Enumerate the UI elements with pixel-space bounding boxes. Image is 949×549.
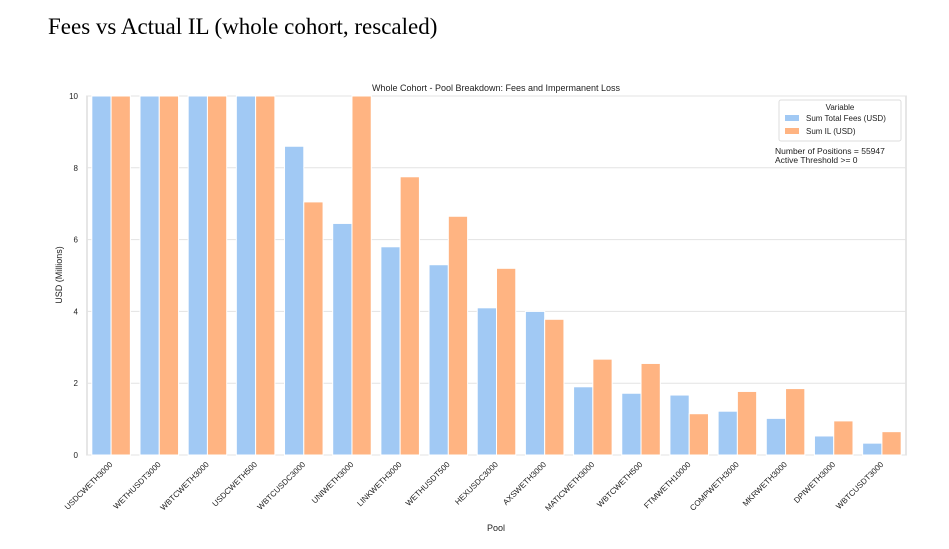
bar: [380, 246, 401, 456]
x-tick-label: WETHUSDT3000: [112, 460, 163, 511]
x-tick-label: LINKWETH3000: [355, 460, 404, 509]
bar: [110, 95, 131, 456]
bars: [91, 95, 902, 456]
bar: [187, 95, 208, 456]
legend-box: [778, 99, 902, 142]
bar: [139, 95, 160, 456]
y-axis-ticks: 0 2 4 6 8 10: [69, 92, 78, 460]
x-tick-label: WBTCUSDT3000: [834, 460, 885, 511]
bar: [862, 442, 883, 456]
bar: [833, 420, 854, 456]
bar: [476, 307, 497, 456]
x-tick-label: WBTCWETH3000: [159, 460, 212, 513]
bar: [496, 267, 517, 456]
legend-label-fees: Sum Total Fees (USD): [806, 114, 886, 123]
bar: [255, 95, 276, 456]
legend-swatch-fees: [785, 115, 799, 121]
x-tick-label: MATICWETH3000: [543, 460, 596, 513]
bar: [881, 431, 902, 456]
bar: [736, 390, 758, 456]
bar: [332, 222, 353, 456]
y-tick-label: 8: [74, 164, 79, 173]
bar: [592, 358, 613, 456]
x-axis-label: Pool: [487, 523, 505, 533]
bar: [544, 318, 565, 456]
bar: [621, 392, 642, 456]
bar: [91, 95, 112, 456]
x-tick-label: WBTCWETH500: [595, 460, 644, 509]
bar: [573, 386, 594, 456]
x-tick-label: WBTCUSDC3000: [256, 460, 308, 512]
legend-swatch-il: [785, 128, 799, 134]
bar: [813, 435, 835, 456]
page-title: Fees vs Actual IL (whole cohort, rescale…: [48, 14, 438, 39]
y-tick-label: 6: [74, 236, 79, 245]
bar: [428, 264, 449, 456]
bar: [158, 95, 180, 456]
y-tick-label: 10: [69, 92, 78, 101]
x-tick-label: AXSWETH3000: [501, 460, 548, 507]
bar: [303, 201, 324, 456]
y-axis-label: USD (Millions): [54, 246, 64, 304]
bar: [524, 310, 546, 456]
y-tick-label: 2: [74, 379, 79, 388]
bar: [640, 362, 661, 456]
x-tick-label: FTMWETH10000: [642, 460, 693, 511]
x-tick-label: MKRWETH3000: [741, 460, 789, 508]
legend: Variable Sum Total Fees (USD) Sum IL (US…: [778, 99, 902, 142]
bar: [785, 388, 806, 456]
y-tick-label: 0: [74, 451, 79, 460]
bar: [399, 176, 420, 456]
x-tick-label: USDCWETH3000: [63, 460, 115, 512]
legend-title: Variable: [826, 103, 855, 112]
x-tick-label: DPIWETH3000: [792, 460, 837, 505]
bar: [284, 145, 305, 456]
bar: [351, 95, 372, 456]
x-tick-label: WETHUSDT500: [404, 460, 452, 508]
legend-label-il: Sum IL (USD): [806, 127, 856, 136]
bar: [447, 215, 469, 456]
bar: [765, 417, 787, 456]
bar: [688, 413, 709, 456]
chart-title: Whole Cohort - Pool Breakdown: Fees and …: [372, 83, 621, 93]
x-tick-label: UNIWETH3000: [310, 460, 356, 506]
x-tick-label: HEXUSDC3000: [453, 460, 500, 507]
x-tick-label: COMPWETH3000: [688, 460, 741, 513]
annotation-threshold: Active Threshold >= 0: [775, 155, 858, 165]
annotation-positions: Number of Positions = 55947: [775, 146, 885, 156]
x-tick-label: USDCWETH500: [211, 460, 260, 509]
bar: [235, 95, 257, 456]
y-tick-label: 4: [74, 307, 79, 316]
bar: [206, 95, 228, 456]
bar: [669, 394, 690, 456]
bar: [717, 410, 738, 456]
